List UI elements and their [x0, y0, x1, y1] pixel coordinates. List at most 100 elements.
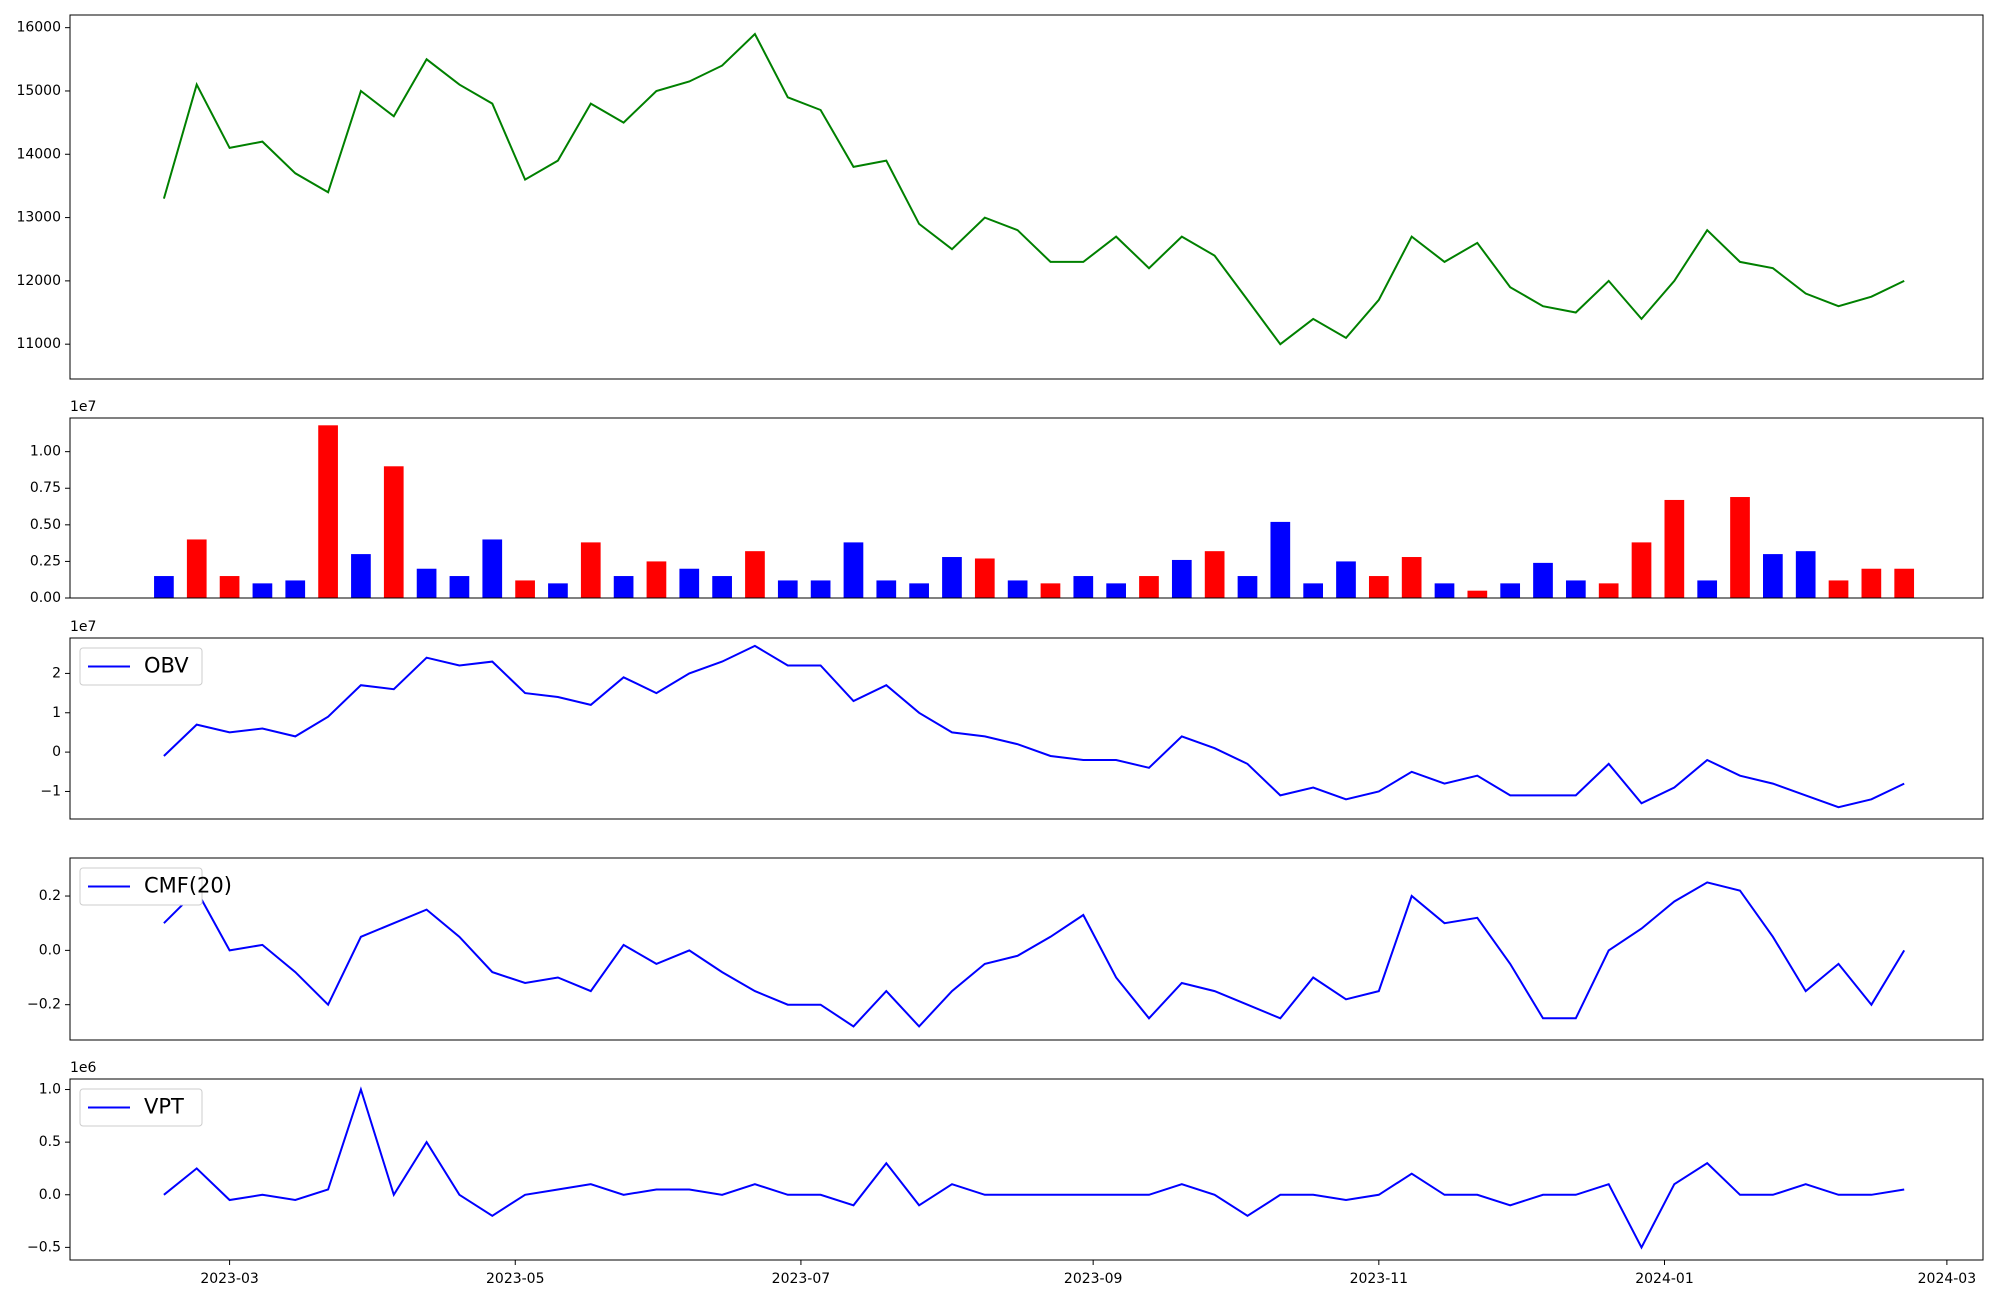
y-tick-label: −1 [40, 783, 61, 799]
bar [646, 561, 667, 598]
bar [1795, 551, 1816, 598]
bar [1500, 583, 1521, 598]
y-tick-label: 0.25 [30, 553, 61, 569]
y-tick-label: 13000 [16, 210, 61, 226]
y-tick-label: 1.00 [30, 444, 61, 460]
bar [1336, 561, 1356, 598]
y-tick-label: 12000 [16, 273, 61, 289]
bar [318, 425, 338, 598]
bar [449, 576, 470, 598]
x-tick-label: 2024-03 [1918, 1271, 1977, 1287]
bar [186, 539, 207, 598]
x-tick-label: 2023-03 [200, 1271, 259, 1287]
y-tick-label: 15000 [16, 83, 61, 99]
bar [712, 576, 732, 598]
line [163, 644, 1905, 809]
panel: 11000 12000 13000 14000 15000 16000 [16, 14, 1984, 380]
bar [1040, 583, 1061, 598]
y-tick-label: 1 [52, 705, 61, 721]
bar [1368, 576, 1389, 598]
plot-frame [69, 1078, 1984, 1261]
plot-frame [69, 857, 1984, 1041]
bar [1401, 557, 1422, 598]
bar [1598, 583, 1619, 598]
bar [1730, 497, 1750, 598]
y-tick-label: 16000 [16, 20, 61, 36]
bar [777, 580, 798, 598]
bar [1171, 559, 1192, 598]
bar [383, 466, 404, 598]
plot-frame [69, 14, 1984, 380]
bar [1270, 521, 1291, 598]
panel: −0.2 0.0 0.2 CMF(20) [27, 857, 1984, 1041]
line [163, 881, 1906, 1028]
bar [810, 580, 831, 598]
bar [1565, 580, 1586, 598]
bar [745, 551, 765, 598]
bar [351, 554, 371, 598]
x-tick-label: 2023-09 [1064, 1271, 1123, 1287]
line [162, 32, 1905, 346]
bar [482, 539, 503, 598]
bar [1894, 568, 1915, 598]
bar [843, 542, 864, 598]
bar [613, 576, 634, 598]
plot-frame [69, 417, 1984, 599]
legend-box [79, 867, 203, 906]
y-tick-label: 0.2 [39, 888, 61, 904]
bar [1861, 568, 1882, 598]
y-tick-label: 2 [52, 665, 61, 681]
bar [580, 542, 601, 598]
x-tick-label: 2023-07 [772, 1271, 831, 1287]
panel: 0.00 0.25 0.50 0.75 1.00 1e7 [30, 399, 1984, 606]
bar [1763, 554, 1783, 598]
bar [1106, 583, 1126, 598]
offset-label: 1e7 [70, 619, 96, 635]
bar [1664, 499, 1685, 598]
offset-label: 1e7 [70, 399, 96, 415]
bar [1073, 576, 1094, 598]
y-tick-label: 0 [52, 744, 61, 760]
panel: −0.5 0.0 0.5 1.0 1e6 VPT 2023-03 2023-05 2023-07… [27, 1060, 1984, 1287]
bar [909, 583, 929, 598]
y-tick-label: −0.2 [27, 997, 61, 1013]
x-tick-label: 2023-11 [1350, 1271, 1409, 1287]
y-tick-label: 0.5 [39, 1134, 61, 1150]
bar [1237, 576, 1258, 598]
legend-label: CMF(20) [144, 874, 232, 898]
bar [876, 580, 897, 598]
legend-box [79, 1088, 203, 1127]
y-tick-label: 0.0 [39, 942, 61, 958]
line [163, 1086, 1905, 1250]
bar [1697, 580, 1718, 598]
bar [515, 580, 535, 598]
x-tick-label: 2023-05 [486, 1271, 545, 1287]
offset-label: 1e6 [70, 1060, 97, 1076]
bar [1434, 583, 1455, 598]
y-tick-label: 11000 [16, 336, 61, 352]
bar [219, 576, 240, 598]
legend-box [79, 647, 203, 686]
bar [1533, 562, 1553, 598]
bar [1467, 590, 1488, 598]
bar [416, 568, 437, 598]
plot-frame [69, 637, 1984, 820]
bar [285, 580, 306, 598]
bar [252, 583, 273, 598]
x-tick-label: 2024-01 [1635, 1271, 1694, 1287]
bar [1828, 580, 1849, 598]
bar [942, 557, 962, 598]
bar [679, 568, 700, 598]
y-tick-label: −0.5 [27, 1239, 61, 1255]
y-tick-label: 0.75 [30, 480, 61, 496]
bar [154, 576, 174, 598]
bar [1303, 583, 1324, 598]
bar [1631, 542, 1652, 598]
bar [1204, 551, 1225, 598]
y-tick-label: 14000 [16, 146, 61, 162]
y-tick-label: 0.00 [30, 590, 61, 606]
bar [1007, 580, 1028, 598]
panel: −1 0 1 2 1e7 OBV [40, 619, 1984, 820]
legend-label: VPT [144, 1095, 184, 1119]
